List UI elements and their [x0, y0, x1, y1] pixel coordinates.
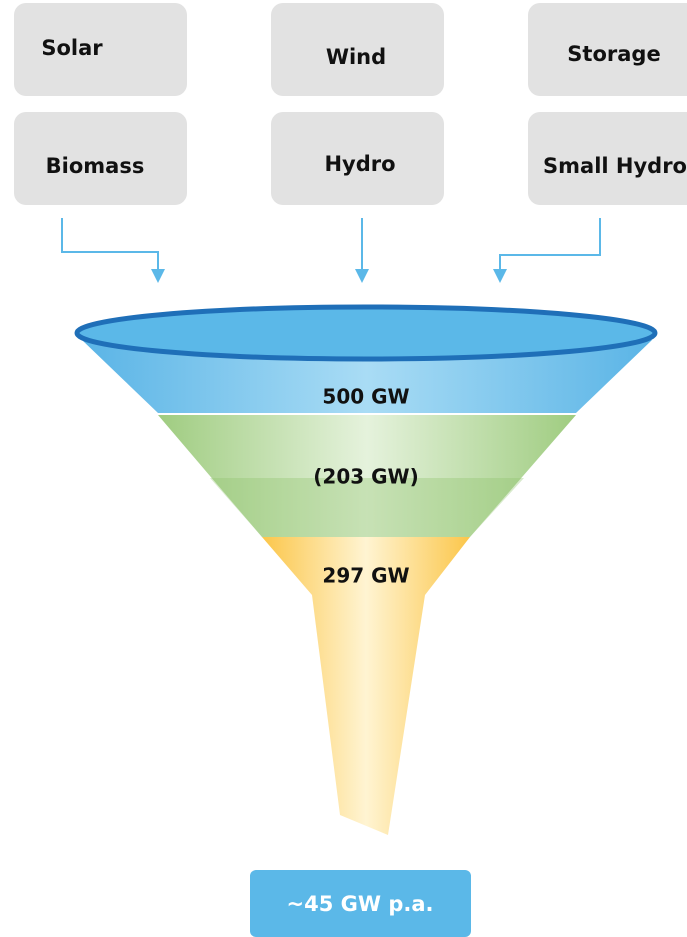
source-box: [528, 112, 687, 205]
source-box: [271, 112, 444, 205]
source-box: [271, 3, 444, 96]
source-label: Small Hydro: [543, 154, 687, 178]
source-label: Biomass: [46, 154, 145, 178]
source-box: [528, 3, 687, 96]
arrows: [61, 218, 601, 283]
stage-label: 297 GW: [322, 564, 409, 588]
stage-label: (203 GW): [313, 465, 418, 489]
output-box: [250, 870, 471, 937]
source-label: Hydro: [324, 152, 395, 176]
source-label: Wind: [326, 45, 386, 69]
source-box: [14, 3, 187, 96]
stage-label: 500 GW: [322, 385, 409, 409]
source-label: Storage: [567, 42, 660, 66]
funnel: [74, 304, 658, 835]
source-box: [14, 112, 187, 205]
output-label: ~45 GW p.a.: [287, 892, 434, 916]
source-label: Solar: [41, 36, 103, 60]
